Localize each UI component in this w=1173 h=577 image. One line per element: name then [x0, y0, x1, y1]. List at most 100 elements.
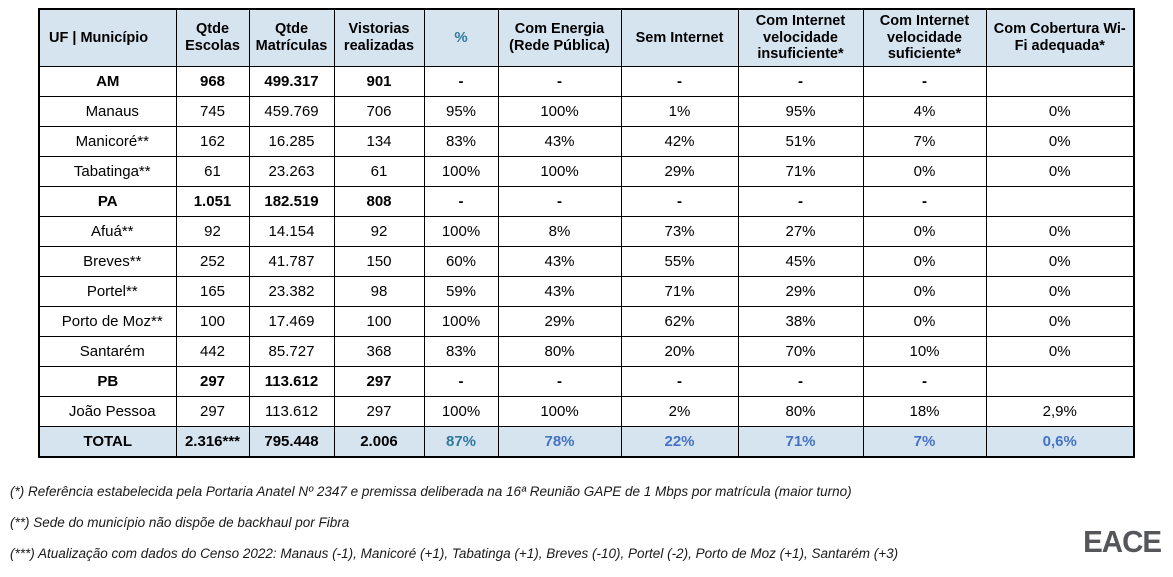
cell-qtde-matriculas: 795.448: [248, 426, 335, 458]
cell-percent: 83%: [423, 336, 499, 368]
cell-wifi-adequada: 2,9%: [985, 396, 1135, 428]
cell-qtde-escolas: 162: [175, 126, 250, 158]
cell-uf-municipio: Breves**: [38, 246, 177, 278]
cell-wifi-adequada: [985, 186, 1135, 218]
cell-qtde-matriculas: 14.154: [248, 216, 335, 248]
cell-qtde-matriculas: 182.519: [248, 186, 335, 218]
cell-uf-municipio: PB: [38, 366, 177, 398]
cell-uf-municipio: PA: [38, 186, 177, 218]
cell-internet-suficiente: -: [862, 66, 987, 98]
cell-qtde-escolas: 442: [175, 336, 250, 368]
cell-wifi-adequada: 0%: [985, 306, 1135, 338]
cell-sem-internet: 20%: [620, 336, 739, 368]
header-percent: %: [423, 8, 499, 68]
cell-percent: -: [423, 186, 499, 218]
cell-percent: 100%: [423, 156, 499, 188]
cell-qtde-escolas: 61: [175, 156, 250, 188]
school-connectivity-table: UF | Município Qtde Escolas Qtde Matrícu…: [38, 8, 1135, 458]
footnote-anatel: (*) Referência estabelecida pela Portari…: [10, 484, 852, 499]
cell-percent: 95%: [423, 96, 499, 128]
cell-wifi-adequada: 0%: [985, 156, 1135, 188]
cell-internet-suficiente: 10%: [862, 336, 987, 368]
cell-internet-suficiente: 0%: [862, 276, 987, 308]
cell-internet-insuficiente: 95%: [737, 96, 864, 128]
cell-percent: -: [423, 66, 499, 98]
cell-sem-internet: 55%: [620, 246, 739, 278]
cell-internet-suficiente: 7%: [862, 426, 987, 458]
cell-com-energia: 100%: [497, 96, 622, 128]
cell-percent: 100%: [423, 396, 499, 428]
state-row: PA 1.051 182.519 808- - - - -: [38, 186, 1135, 218]
cell-com-energia: 80%: [497, 336, 622, 368]
cell-wifi-adequada: 0,6%: [985, 426, 1135, 458]
cell-com-energia: -: [497, 366, 622, 398]
cell-uf-municipio: Manicoré**: [38, 126, 177, 158]
cell-percent: 100%: [423, 216, 499, 248]
cell-qtde-matriculas: 499.317: [248, 66, 335, 98]
footnote-backhaul: (**) Sede do município não dispõe de bac…: [10, 515, 350, 531]
cell-internet-insuficiente: -: [737, 66, 864, 98]
cell-vistorias-realizadas: 92: [333, 216, 425, 248]
cell-qtde-matriculas: 23.382: [248, 276, 335, 308]
cell-qtde-matriculas: 23.263: [248, 156, 335, 188]
cell-qtde-escolas: 92: [175, 216, 250, 248]
cell-percent: -: [423, 366, 499, 398]
header-vistorias-realizadas: Vistorias realizadas: [333, 8, 425, 68]
cell-wifi-adequada: [985, 366, 1135, 398]
header-internet-suficiente: Com Internet velocidade suficiente*: [862, 8, 987, 68]
cell-qtde-matriculas: 85.727: [248, 336, 335, 368]
cell-vistorias-realizadas: 61: [333, 156, 425, 188]
cell-wifi-adequada: 0%: [985, 126, 1135, 158]
cell-qtde-escolas: 2.316***: [175, 426, 250, 458]
cell-internet-suficiente: -: [862, 366, 987, 398]
cell-vistorias-realizadas: 100: [333, 306, 425, 338]
cell-vistorias-realizadas: 901: [333, 66, 425, 98]
cell-internet-insuficiente: 38%: [737, 306, 864, 338]
header-row: UF | Município Qtde Escolas Qtde Matrícu…: [38, 8, 1135, 68]
cell-sem-internet: 42%: [620, 126, 739, 158]
cell-uf-municipio: João Pessoa: [38, 396, 177, 428]
cell-internet-insuficiente: 27%: [737, 216, 864, 248]
cell-wifi-adequada: 0%: [985, 246, 1135, 278]
state-row: AM 968 499.317 901- - - - -: [38, 66, 1135, 98]
cell-sem-internet: 1%: [620, 96, 739, 128]
cell-qtde-escolas: 1.051: [175, 186, 250, 218]
cell-internet-insuficiente: 51%: [737, 126, 864, 158]
cell-sem-internet: -: [620, 66, 739, 98]
cell-internet-suficiente: 18%: [862, 396, 987, 428]
cell-sem-internet: 71%: [620, 276, 739, 308]
cell-sem-internet: 62%: [620, 306, 739, 338]
cell-wifi-adequada: 0%: [985, 216, 1135, 248]
cell-internet-insuficiente: 29%: [737, 276, 864, 308]
cell-qtde-escolas: 252: [175, 246, 250, 278]
cell-uf-municipio: Santarém: [38, 336, 177, 368]
city-row: Tabatinga** 61 23.263 61 100% 100% 29% 71% 0% 0%: [38, 156, 1135, 188]
cell-qtde-escolas: 297: [175, 366, 250, 398]
cell-uf-municipio: Manaus: [38, 96, 177, 128]
header-sem-internet: Sem Internet: [620, 8, 739, 68]
cell-internet-suficiente: -: [862, 186, 987, 218]
cell-uf-municipio: Tabatinga**: [38, 156, 177, 188]
header-wifi-adequada: Com Cobertura Wi-Fi adequada*: [985, 8, 1135, 68]
cell-com-energia: 78%: [497, 426, 622, 458]
city-row: João Pessoa 297 113.612 297 100% 100% 2% 80% 18%…: [38, 396, 1135, 428]
cell-sem-internet: -: [620, 186, 739, 218]
cell-com-energia: 43%: [497, 246, 622, 278]
header-internet-insuficiente: Com Internet velocidade insuficiente*: [737, 8, 864, 68]
cell-sem-internet: 2%: [620, 396, 739, 428]
cell-com-energia: 43%: [497, 126, 622, 158]
cell-com-energia: 29%: [497, 306, 622, 338]
cell-uf-municipio: Afuá**: [38, 216, 177, 248]
cell-uf-municipio: TOTAL: [38, 426, 177, 458]
cell-vistorias-realizadas: 98: [333, 276, 425, 308]
cell-com-energia: 100%: [497, 396, 622, 428]
cell-internet-insuficiente: -: [737, 366, 864, 398]
cell-internet-suficiente: 0%: [862, 156, 987, 188]
cell-qtde-escolas: 968: [175, 66, 250, 98]
header-qtde-matriculas: Qtde Matrículas: [248, 8, 335, 68]
cell-internet-insuficiente: 70%: [737, 336, 864, 368]
cell-percent: 87%: [423, 426, 499, 458]
cell-wifi-adequada: 0%: [985, 336, 1135, 368]
city-row: Afuá** 92 14.154 92 100% 8% 73% 27% 0% 0%: [38, 216, 1135, 248]
cell-internet-insuficiente: 71%: [737, 156, 864, 188]
